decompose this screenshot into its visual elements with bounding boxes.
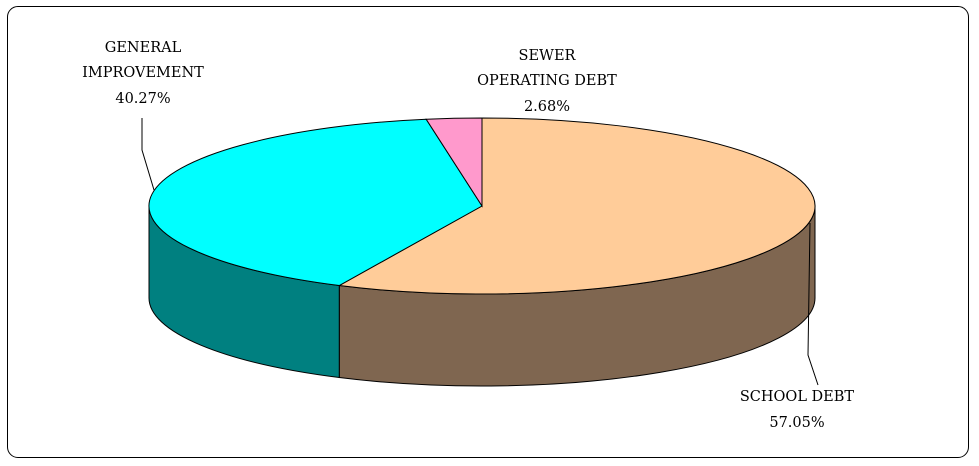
- label-general-line2: IMPROVEMENT: [82, 65, 204, 81]
- pie-slice-sewer-operating-debt: [425, 117, 483, 208]
- label-sewer-line2: OPERATING DEBT: [477, 73, 617, 89]
- leader-line-general: [141, 118, 155, 191]
- leader-line-school: [807, 222, 819, 386]
- label-school-line1: SCHOOL DEBT: [740, 389, 855, 405]
- pie-tops: [148, 117, 816, 295]
- label-sewer-percent: 2.68%: [524, 99, 570, 115]
- label-general-percent: 40.27%: [115, 91, 170, 107]
- label-sewer-line1: SEWER: [519, 48, 577, 64]
- leader-lines: [141, 118, 819, 386]
- pie-slice-general-improvement: [148, 118, 483, 287]
- pie-slice-school-debt: [337, 117, 816, 295]
- label-school-percent: 57.05%: [769, 415, 824, 431]
- label-general-line1: GENERAL: [105, 40, 182, 56]
